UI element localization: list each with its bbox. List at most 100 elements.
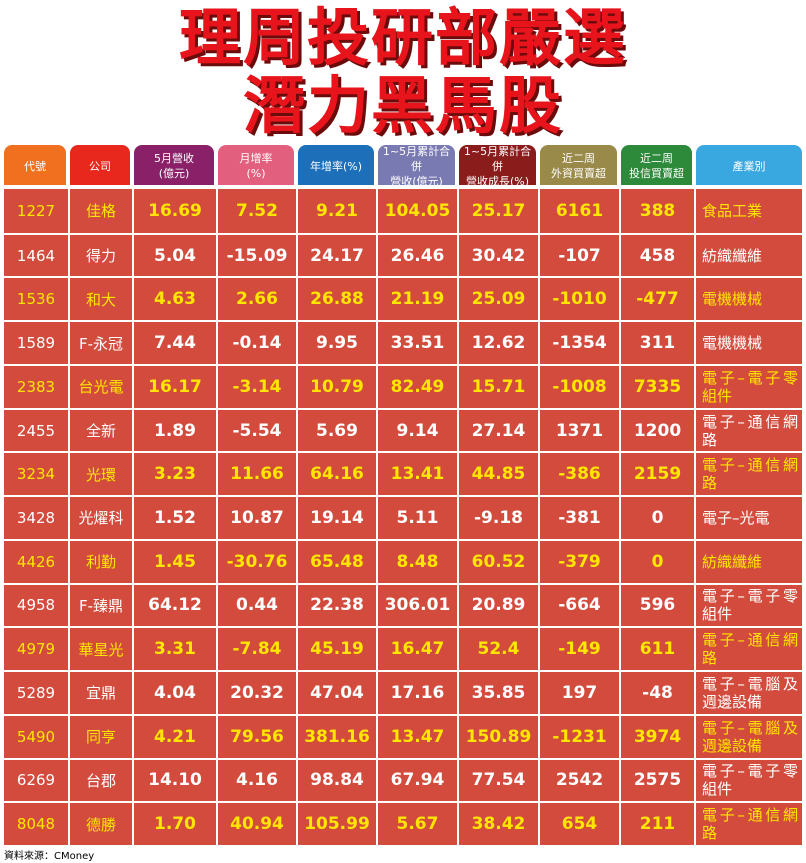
cell-industry: 電子–電子零組件: [694, 584, 802, 627]
cell-ytd-revenue: 8.48: [376, 540, 457, 583]
cell-ytd-growth: 52.4: [457, 628, 538, 671]
cell-ytd-growth: 38.42: [457, 803, 538, 845]
table-row: 2455 全新 1.89 -5.54 5.69 9.14 27.14 1371 1200 電子–通…: [4, 407, 802, 452]
cell-yoy: 19.14: [296, 497, 376, 539]
cell-ytd-revenue: 67.94: [376, 759, 457, 802]
cell-ytd-revenue: 13.47: [376, 715, 457, 758]
cell-yoy: 26.88: [296, 278, 376, 321]
cell-industry: 電子–光電: [694, 497, 802, 539]
cell-industry: 紡織纖維: [694, 234, 802, 277]
stock-table: 1227 佳格 16.69 7.52 9.21 104.05 25.17 6161 388 食品工…: [4, 189, 802, 845]
cell-name: 得力: [68, 234, 132, 277]
table-row: 3234 光環 3.23 11.66 64.16 13.41 44.85 -386 2159 電子…: [4, 451, 802, 496]
cell-name: 全新: [68, 409, 132, 452]
cell-foreign-net: 197: [538, 672, 619, 714]
header-foreign-net: 近二周 外資買賣超: [540, 145, 617, 185]
cell-yoy: 9.21: [296, 189, 376, 233]
header-may-revenue: 5月營收 (億元): [134, 145, 214, 185]
header-name: 公司: [70, 145, 130, 185]
header-label: 1~5月累計合併 營收(億元): [382, 144, 451, 188]
cell-ytd-revenue: 306.01: [376, 584, 457, 627]
table-row: 5490 同亨 4.21 79.56 381.16 13.47 150.89 -1231 397…: [4, 713, 802, 758]
cell-industry: 電子–電腦及週邊設備: [694, 672, 802, 714]
cell-yoy: 47.04: [296, 672, 376, 714]
table-row: 1536 和大 4.63 2.66 26.88 21.19 25.09 -1010 -477 電機…: [4, 276, 802, 321]
cell-mom: -15.09: [216, 234, 296, 277]
cell-mom: -5.54: [216, 409, 296, 452]
cell-mom: 7.52: [216, 189, 296, 233]
cell-ytd-growth: 30.42: [457, 234, 538, 277]
cell-trust-net: 611: [619, 628, 694, 671]
cell-ytd-growth: 15.71: [457, 365, 538, 408]
cell-trust-net: 3974: [619, 715, 694, 758]
cell-trust-net: 388: [619, 189, 694, 233]
cell-mom: -7.84: [216, 628, 296, 671]
cell-industry: 電機機械: [694, 322, 802, 364]
cell-trust-net: 0: [619, 540, 694, 583]
cell-industry: 電子–通信網路: [694, 409, 802, 452]
header-ytd-growth: 1~5月累計合併 營收成長(%): [459, 145, 536, 188]
cell-trust-net: 0: [619, 497, 694, 539]
cell-mom: -0.14: [216, 322, 296, 364]
cell-yoy: 64.16: [296, 453, 376, 496]
cell-code: 2383: [16, 377, 56, 396]
header-trust-net: 近二周 投信買賣超: [621, 145, 692, 185]
cell-code: 1536: [16, 290, 56, 309]
cell-ytd-revenue: 17.16: [376, 672, 457, 714]
header-label: 1~5月累計合併 營收成長(%): [463, 144, 532, 188]
cell-ytd-growth: 77.54: [457, 759, 538, 802]
cell-mom: 10.87: [216, 497, 296, 539]
cell-may-revenue: 1.89: [132, 409, 216, 452]
table-row: 1227 佳格 16.69 7.52 9.21 104.05 25.17 6161 388 食品工…: [4, 189, 802, 233]
table-row: 4979 華星光 3.31 -7.84 45.19 16.47 52.4 -149 611 電子–…: [4, 626, 802, 671]
cell-yoy: 98.84: [296, 759, 376, 802]
cell-trust-net: -477: [619, 278, 694, 321]
cell-yoy: 105.99: [296, 803, 376, 845]
cell-code: 4426: [16, 552, 56, 571]
cell-code: 1464: [16, 246, 56, 265]
cell-industry: 電子–電腦及週邊設備: [694, 715, 802, 758]
cell-name: 和大: [68, 278, 132, 321]
table-row: 5289 宜鼎 4.04 20.32 47.04 17.16 35.85 197 -48 電子–電…: [4, 670, 802, 714]
cell-name: 佳格: [68, 189, 132, 233]
table-row: 6269 台郡 14.10 4.16 98.84 67.94 77.54 2542 2575 電子…: [4, 757, 802, 802]
cell-name: F-永冠: [68, 322, 132, 364]
cell-may-revenue: 16.69: [132, 189, 216, 233]
cell-may-revenue: 1.45: [132, 540, 216, 583]
cell-trust-net: 211: [619, 803, 694, 845]
cell-code: 4958: [16, 596, 56, 615]
header-ytd-revenue: 1~5月累計合併 營收(億元): [378, 145, 455, 188]
cell-code: 6269: [16, 771, 56, 790]
header-label: 年增率(%): [309, 159, 363, 173]
cell-ytd-revenue: 26.46: [376, 234, 457, 277]
cell-may-revenue: 64.12: [132, 584, 216, 627]
cell-industry: 電子–通信網路: [694, 803, 802, 845]
header-code: 代號: [4, 145, 66, 185]
cell-mom: -3.14: [216, 365, 296, 408]
cell-may-revenue: 4.21: [132, 715, 216, 758]
cell-mom: 11.66: [216, 453, 296, 496]
cell-trust-net: 2159: [619, 453, 694, 496]
header-label: 公司: [89, 159, 111, 173]
cell-foreign-net: 6161: [538, 189, 619, 233]
cell-name: 台郡: [68, 759, 132, 802]
cell-may-revenue: 4.63: [132, 278, 216, 321]
cell-trust-net: 1200: [619, 409, 694, 452]
cell-industry: 電子–電子零組件: [694, 759, 802, 802]
cell-yoy: 9.95: [296, 322, 376, 364]
cell-may-revenue: 3.23: [132, 453, 216, 496]
table-row: 4426 利勤 1.45 -30.76 65.48 8.48 60.52 -379 0 紡織纖維: [4, 538, 802, 583]
cell-foreign-net: 654: [538, 803, 619, 845]
cell-yoy: 10.79: [296, 365, 376, 408]
cell-trust-net: 311: [619, 322, 694, 364]
cell-code: 5289: [16, 683, 56, 702]
table-row: 3428 光燿科 1.52 10.87 19.14 5.11 -9.18 -381 0 電子–光電: [4, 495, 802, 539]
cell-foreign-net: -149: [538, 628, 619, 671]
cell-may-revenue: 1.70: [132, 803, 216, 845]
cell-name: 同亨: [68, 715, 132, 758]
cell-may-revenue: 5.04: [132, 234, 216, 277]
cell-foreign-net: 2542: [538, 759, 619, 802]
cell-ytd-growth: 25.17: [457, 189, 538, 233]
cell-code: 4979: [16, 640, 56, 659]
cell-foreign-net: 1371: [538, 409, 619, 452]
